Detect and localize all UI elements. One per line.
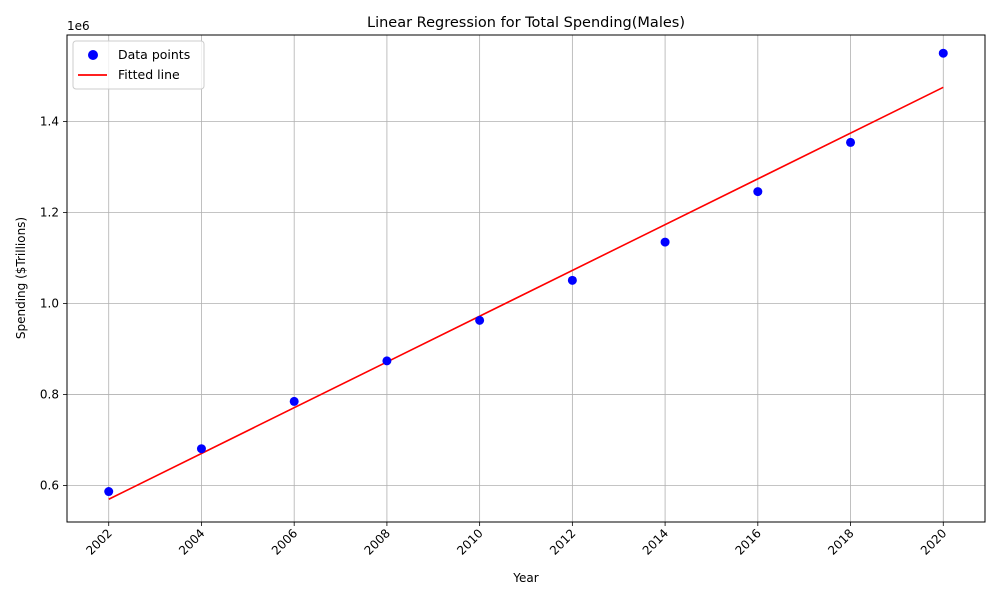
data-point bbox=[289, 396, 299, 406]
data-point bbox=[938, 48, 948, 58]
fitted-line-layer bbox=[108, 86, 944, 500]
x-axis-ticks: 2002 2004 2006 2008 2010 2012 2014 2016 2018 2020 bbox=[83, 522, 949, 558]
data-point bbox=[660, 237, 670, 247]
y-tick-label: 1.4 bbox=[40, 114, 59, 128]
x-tick-label: 2008 bbox=[362, 526, 393, 557]
plot-area-frame bbox=[66, 34, 986, 523]
data-points-layer bbox=[104, 48, 948, 497]
x-axis-label: Year bbox=[512, 571, 538, 585]
x-tick-label: 2002 bbox=[83, 526, 114, 557]
x-tick-label: 2020 bbox=[918, 526, 949, 557]
y-tick-label: 1.2 bbox=[40, 206, 59, 220]
data-point bbox=[475, 315, 485, 325]
fitted-line bbox=[108, 86, 944, 500]
legend: Data points Fitted line bbox=[72, 40, 205, 90]
y-tick-label: 1.0 bbox=[40, 297, 59, 311]
data-point bbox=[753, 187, 763, 197]
y-tick-label: 0.8 bbox=[40, 388, 59, 402]
x-tick-label: 2004 bbox=[176, 526, 207, 557]
data-point bbox=[104, 487, 114, 497]
x-tick-label: 2014 bbox=[640, 526, 671, 557]
data-point bbox=[382, 356, 392, 366]
chart-title: Linear Regression for Total Spending(Mal… bbox=[367, 15, 685, 31]
legend-box bbox=[72, 40, 205, 90]
legend-label-data-points: Data points bbox=[118, 47, 190, 62]
x-tick-label: 2016 bbox=[732, 526, 763, 557]
data-point bbox=[846, 137, 856, 147]
x-tick-label: 2012 bbox=[547, 526, 578, 557]
x-tick-label: 2018 bbox=[825, 526, 856, 557]
y-tick-label: 0.6 bbox=[40, 479, 59, 493]
legend-marker-data-points bbox=[88, 50, 98, 60]
legend-label-fitted-line: Fitted line bbox=[118, 67, 180, 82]
x-tick-label: 2006 bbox=[269, 526, 300, 557]
x-tick-label: 2010 bbox=[454, 526, 485, 557]
y-axis-label: Spending ($Trillions) bbox=[14, 217, 28, 339]
y-axis-offset-label: 1e6 bbox=[67, 19, 90, 33]
data-point bbox=[196, 444, 206, 454]
y-axis-ticks: 0.6 0.8 1.0 1.2 1.4 bbox=[40, 114, 67, 493]
data-point bbox=[567, 275, 577, 285]
